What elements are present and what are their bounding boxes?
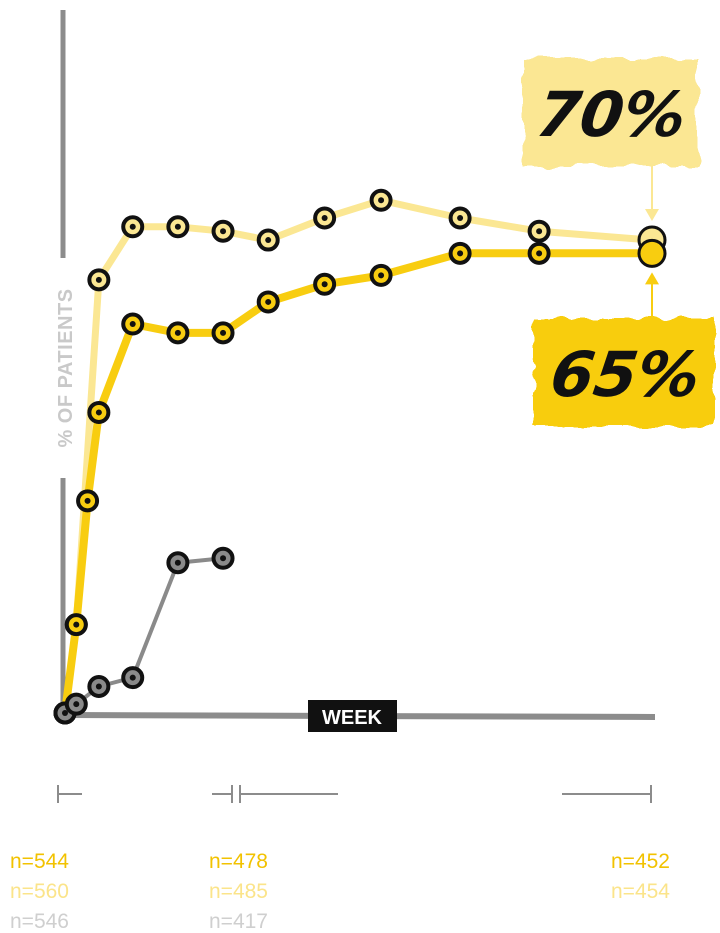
sample-size-mid-0: n=478 (209, 850, 268, 873)
endpoint-callouts: 70% 65% (522, 58, 715, 426)
series-dark-endpoint (637, 238, 667, 268)
series-light-point (87, 268, 111, 292)
x-axis-label: WEEK (322, 707, 383, 729)
series-dark-point (121, 312, 145, 336)
series-grey-point (64, 692, 88, 716)
series-grey-point (121, 666, 145, 690)
sample-size-end-1: n=454 (611, 880, 670, 903)
series-dark-point (527, 241, 551, 265)
series-dark-point (211, 321, 235, 345)
series-dark-point (64, 613, 88, 637)
series-light-point (211, 219, 235, 243)
callout-arrow-head (645, 272, 659, 285)
callout-arrow-head (645, 209, 659, 222)
series-layer (53, 188, 667, 725)
callout-brush (533, 318, 715, 426)
sample-size-end-0: n=452 (611, 850, 670, 873)
series-light-point (256, 228, 280, 252)
series-dark (53, 238, 667, 725)
bracket-end (562, 785, 652, 803)
series-dark-point (76, 489, 100, 513)
sample-size-start-1: n=560 (10, 880, 69, 903)
x-axis-label-box (308, 700, 397, 732)
bracket-start (57, 785, 82, 803)
callout-value: 65% (546, 338, 705, 411)
callout-value: 70% (532, 78, 691, 151)
bracket-mid-right (239, 785, 338, 803)
series-grey (53, 546, 235, 725)
series-dark-point (448, 241, 472, 265)
series-dark-point (256, 290, 280, 314)
series-light-point (448, 206, 472, 230)
series-grey-point (87, 674, 111, 698)
series-light-point (313, 206, 337, 230)
callout-dark: 65% (533, 272, 715, 426)
series-dark-point (166, 321, 190, 345)
bracket-mid-left (212, 785, 233, 803)
sample-size-mid-2: n=417 (209, 910, 268, 933)
y-axis-label: % OF PATIENTS (55, 288, 77, 447)
series-light-point (369, 188, 393, 212)
series-light-line (61, 196, 656, 717)
callout-light: 70% (522, 58, 698, 222)
series-dark-point (87, 400, 111, 424)
sample-size-mid-1: n=485 (209, 880, 268, 903)
series-grey-point (166, 551, 190, 575)
sample-size-start-2: n=546 (10, 910, 69, 933)
week-range-brackets (57, 785, 652, 803)
series-light-point (527, 219, 551, 243)
series-light-point (121, 215, 145, 239)
series-dark-point (369, 263, 393, 287)
series-grey-point (211, 546, 235, 570)
series-light-point (166, 215, 190, 239)
series-dark-point (313, 272, 337, 296)
callout-brush (522, 58, 698, 166)
axis-labels: % OF PATIENTS WEEK (55, 288, 397, 732)
sample-size-start-0: n=544 (10, 850, 69, 873)
